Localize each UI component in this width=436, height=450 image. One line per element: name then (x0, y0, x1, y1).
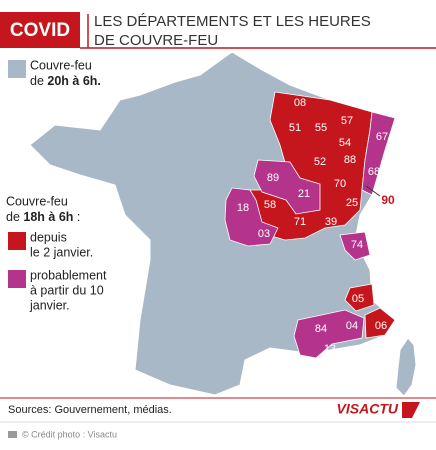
tag-background (0, 12, 80, 48)
department-label: 68 (368, 166, 380, 178)
department-label: 55 (315, 122, 327, 134)
department-label: 18 (237, 202, 249, 214)
department-label: 13 (324, 343, 336, 355)
legend-text: Couvre-feu (6, 194, 68, 208)
legend-text-bold: 18h à 6h (23, 210, 73, 224)
department-label: 57 (341, 115, 353, 127)
legend-swatch (8, 232, 26, 250)
legend-text: le 2 janvier. (30, 245, 93, 259)
legend-text-bold: 20h à 6h. (47, 74, 101, 88)
legend-text: : (73, 210, 80, 224)
legend-text: de (30, 74, 47, 88)
department-label: 25 (346, 197, 358, 209)
department-label: 21 (298, 188, 310, 200)
legend-text: de 18h à 6h : (6, 210, 80, 224)
magenta-zone (293, 309, 365, 359)
department-label: 39 (325, 216, 337, 228)
department-label: 51 (289, 122, 301, 134)
legend-swatch (8, 60, 26, 78)
red-zone (344, 283, 375, 312)
logo-mark (402, 402, 420, 418)
tag: COVID (10, 20, 70, 41)
legend-text: probablement (30, 268, 107, 282)
department-label: 89 (267, 172, 279, 184)
legend-text: à partir du 10 (30, 283, 104, 297)
department-label: 03 (258, 228, 270, 240)
department-label: 06 (375, 320, 387, 332)
department-label: 52 (314, 156, 326, 168)
department-label: 67 (376, 131, 388, 143)
logo: VISACTU (337, 401, 399, 417)
map (29, 51, 417, 397)
department-label: 88 (344, 154, 356, 166)
legend-text: Couvre-feu (30, 58, 92, 72)
source: Sources: Gouvernement, médias. (8, 404, 172, 416)
red-zone (364, 307, 396, 339)
title-line: DE COUVRE-FEU (94, 32, 218, 49)
legend-swatch (8, 270, 26, 288)
department-label: 58 (264, 199, 276, 211)
credit: © Crédit photo : Visactu (22, 429, 117, 439)
magenta-zone (224, 187, 279, 247)
department-label: 71 (294, 216, 306, 228)
legend-text: de 20h à 6h. (30, 74, 101, 88)
camera-icon (8, 431, 17, 438)
legend-text: de (6, 210, 23, 224)
magenta-zone (253, 159, 321, 215)
department-label: 08 (294, 97, 306, 109)
department-label: 74 (351, 239, 363, 251)
title-line: LES DÉPARTEMENTS ET LES HEURES (94, 13, 371, 30)
corsica (395, 337, 417, 397)
department-label: 70 (334, 178, 346, 190)
magenta-zone (361, 111, 396, 196)
department-label: 84 (315, 323, 327, 335)
magenta-zone (339, 231, 371, 261)
department-label: 04 (346, 320, 358, 332)
legend-text: janvier. (29, 298, 70, 312)
pointer (365, 185, 381, 197)
department-label: 90 (381, 193, 395, 207)
legend-text: depuis (30, 230, 67, 244)
department-label: 05 (352, 293, 364, 305)
department-label: 54 (339, 137, 351, 149)
